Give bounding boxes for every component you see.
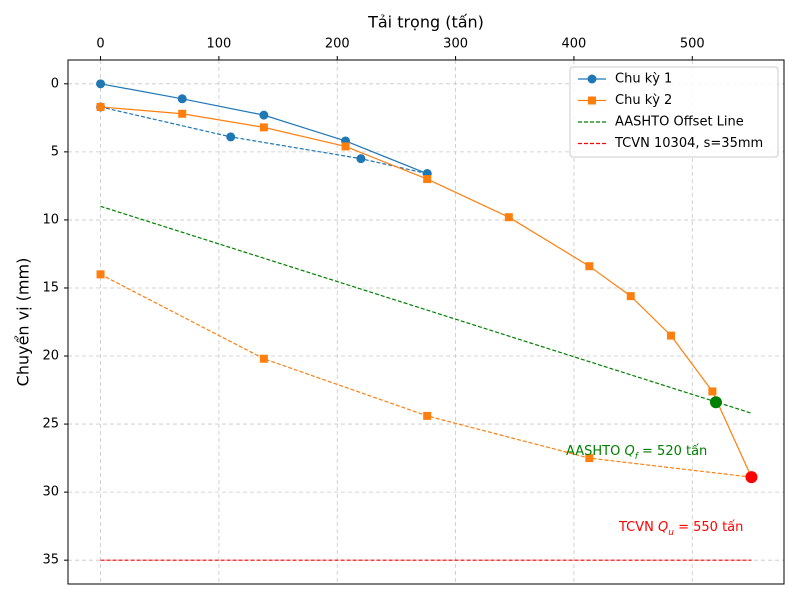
highlight-point	[745, 471, 758, 484]
data-point	[96, 79, 106, 89]
y-tick-label: 10	[42, 212, 59, 227]
x-axis-title: Tải trọng (tấn)	[367, 13, 484, 32]
data-point	[178, 109, 187, 118]
data-point	[585, 454, 594, 463]
data-point	[259, 354, 268, 363]
data-point	[504, 213, 513, 222]
series-line	[100, 205, 752, 414]
annotation-part: = 520 tấn	[638, 444, 707, 459]
y-tick-label: 25	[42, 417, 59, 432]
annotation-part: AASHTO	[566, 444, 624, 459]
x-tick-label: 100	[206, 37, 231, 52]
annotation-part: = 550 tấn	[674, 520, 743, 535]
annotation: TCVN Qu = 550 tấn	[618, 520, 743, 538]
x-tick-label: 300	[443, 37, 468, 52]
data-point	[226, 132, 236, 142]
legend-marker	[587, 74, 597, 84]
annotation-part: u	[668, 528, 674, 538]
annotation: AASHTO Qf = 520 tấn	[566, 444, 707, 462]
y-tick-label: 0	[51, 76, 59, 91]
legend-label: Chu kỳ 1	[615, 72, 672, 87]
data-point	[423, 411, 432, 420]
x-tick-label: 0	[96, 37, 104, 52]
y-tick-label: 5	[51, 144, 59, 159]
legend-label: AASHTO Offset Line	[615, 115, 744, 130]
y-tick-label: 15	[42, 280, 59, 295]
annotation-part: TCVN	[618, 520, 658, 535]
data-point	[259, 110, 269, 120]
highlight-point	[709, 396, 722, 409]
annotation-part: Q	[658, 520, 668, 535]
data-point	[708, 387, 717, 396]
legend-box	[569, 66, 779, 158]
data-point	[356, 154, 366, 164]
data-point	[666, 331, 675, 340]
plot-frame	[67, 59, 785, 585]
y-axis-title: Chuyển vị (mm)	[14, 258, 33, 387]
y-tick-label: 35	[42, 553, 59, 568]
legend-label: TCVN 10304, s=35mm	[614, 136, 763, 151]
data-point	[96, 102, 105, 111]
x-tick-label: 400	[562, 37, 587, 52]
x-tick-label: 200	[325, 37, 350, 52]
data-point	[341, 142, 350, 151]
data-point	[259, 123, 268, 132]
annotation-part: Q	[624, 444, 634, 459]
x-tick-label: 500	[680, 37, 705, 52]
y-tick-label: 30	[42, 485, 59, 500]
data-point	[585, 262, 594, 271]
legend-marker	[588, 96, 596, 105]
annotation-part: f	[635, 452, 640, 462]
legend-label: Chu kỳ 2	[615, 93, 672, 108]
data-point	[96, 270, 105, 279]
data-point	[626, 292, 635, 301]
data-point	[423, 175, 432, 184]
data-point	[177, 94, 187, 104]
series-line	[100, 106, 753, 478]
y-tick-label: 20	[42, 349, 59, 364]
